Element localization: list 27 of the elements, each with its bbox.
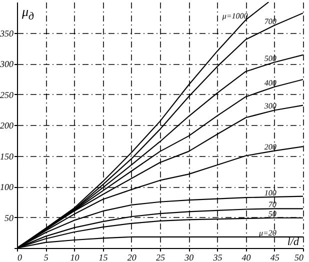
y-tick-label: 300 (0, 59, 14, 69)
y-tick-label: 100 (0, 182, 14, 192)
y-tick-label: 250 (0, 90, 14, 100)
x-tick-label: 30 (184, 252, 194, 262)
x-tick-label: 45 (270, 252, 280, 262)
y-tick-label: 150 (0, 151, 14, 162)
x-tick-label: 0 (18, 252, 22, 262)
series-label: 70 (268, 200, 276, 210)
x-tick-label: 20 (127, 252, 137, 262)
x-tick-label: 25 (156, 252, 166, 262)
y-axis-title: μ$_{д}$ (22, 4, 34, 23)
x-tick-label: 50 (294, 252, 304, 262)
series-label: 200 (264, 142, 276, 152)
series-label: 300 (263, 102, 276, 111)
y-tick-label: 200 (0, 120, 14, 130)
series-label: μ=20 (258, 228, 276, 238)
x-tick-label: 40 (242, 252, 252, 262)
x-axis-title: l/d (287, 236, 299, 248)
y-tick-label: 50 (4, 212, 14, 223)
x-tick-label: 5 (44, 252, 49, 262)
series-label: 700 (264, 16, 276, 26)
series-label: 100 (264, 188, 276, 198)
x-tick-label: 35 (212, 252, 223, 262)
x-tick-label: 10 (70, 252, 80, 262)
x-tick-label: 15 (98, 252, 108, 262)
y-tick-label: 350 (0, 28, 14, 38)
series-label: μ=1000 (221, 11, 248, 20)
